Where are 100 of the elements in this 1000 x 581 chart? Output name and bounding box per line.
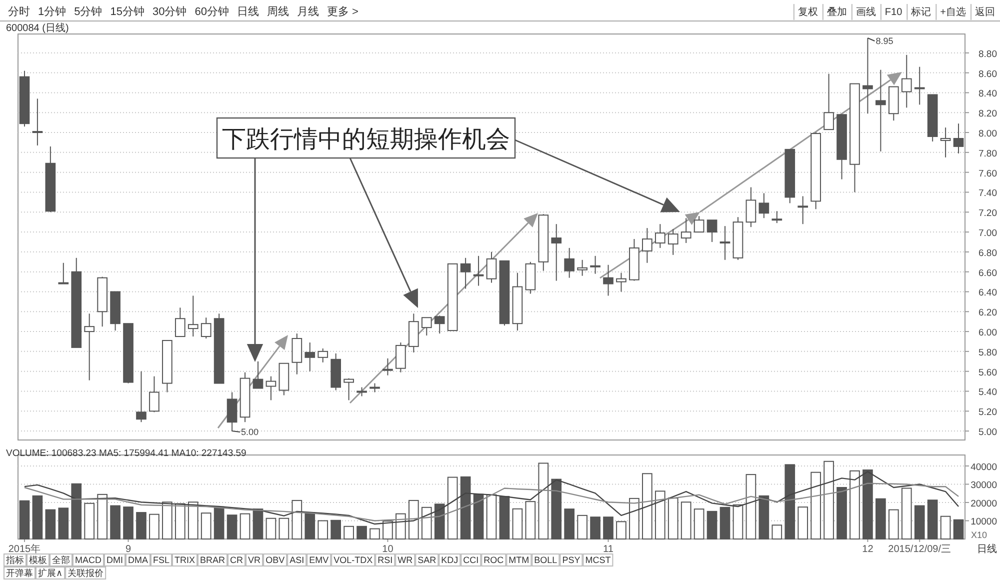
text: 周线 (267, 5, 289, 18)
bar (862, 469, 873, 540)
text: CR (230, 555, 244, 565)
candlestick (680, 218, 692, 244)
text: SAR (418, 555, 437, 565)
text: VOL-TDX (334, 555, 373, 565)
bar (720, 506, 730, 540)
bar (914, 505, 925, 540)
candlestick (226, 392, 238, 432)
text: ASI (290, 555, 304, 565)
text: MCST (585, 555, 612, 565)
bar (927, 500, 938, 540)
y-tick-label: 5.00 (978, 427, 997, 438)
bar (188, 502, 198, 540)
candlestick (252, 360, 264, 389)
y-tick-label: 8.00 (978, 128, 997, 140)
bar (668, 498, 678, 540)
candlestick (720, 226, 730, 260)
text: 全部 (52, 555, 70, 565)
text: 日线 (237, 5, 259, 18)
x-tick-label: 12 (862, 544, 874, 555)
text: DMA (128, 555, 148, 565)
bar (460, 476, 471, 540)
x-tick-label: 2015年 (8, 543, 41, 555)
text: 月线 (297, 5, 319, 18)
bar (512, 508, 523, 540)
y-tick-label: 6.60 (978, 268, 997, 279)
bar (356, 526, 367, 540)
x-tick-label: 11 (603, 544, 614, 555)
line-series (24, 482, 960, 522)
y-tick-label: 5.60 (978, 367, 997, 378)
candlestick (32, 98, 43, 146)
text: RSI (378, 555, 393, 565)
bar (564, 508, 575, 540)
bar (473, 494, 484, 540)
candlestick (876, 69, 886, 152)
candlestick (421, 317, 432, 336)
candlestick (266, 376, 276, 401)
candlestick (564, 247, 575, 278)
bar (200, 512, 212, 540)
y-tick-label: 6.00 (978, 328, 997, 339)
bar (226, 514, 238, 540)
chart-title: VOLUME: 100683.23 MA5: 175994.41 MA10: 227143.59 (6, 448, 246, 459)
bar (810, 472, 821, 540)
bar (97, 494, 108, 540)
bar (836, 487, 847, 540)
x-tick-label: 9 (125, 544, 132, 555)
candlestick (603, 264, 614, 296)
candlestick (772, 210, 782, 224)
candlestick (824, 73, 834, 130)
y-tick-label: 30000 (970, 480, 997, 492)
bar (499, 496, 510, 540)
candlestick (901, 54, 912, 108)
x-tick-label: 2015/12/09/三 (888, 544, 952, 555)
bar (71, 483, 82, 540)
bar (694, 508, 704, 540)
candlestick (174, 307, 186, 338)
text: CCI (463, 555, 479, 565)
bar (706, 510, 718, 540)
bar (940, 516, 951, 540)
text: EMV (309, 555, 329, 565)
candlestick (304, 342, 316, 372)
text: 指标 (5, 555, 24, 565)
line-series (24, 471, 960, 525)
candlestick (149, 376, 160, 413)
y-tick-label: 10000 (970, 516, 997, 528)
text: VR (248, 555, 262, 565)
y-tick-label: 20000 (970, 498, 997, 510)
bar (447, 476, 458, 540)
bar (642, 473, 652, 540)
bar (551, 478, 562, 540)
y-tick-label: 6.40 (978, 288, 997, 299)
candlestick (58, 262, 69, 284)
bar (953, 519, 964, 540)
bar (784, 464, 796, 540)
candlestick (460, 257, 471, 290)
text: PSY (562, 555, 580, 565)
bar (304, 512, 316, 540)
bar (654, 490, 666, 540)
bar (876, 498, 886, 540)
text: 开弹幕 (6, 568, 33, 578)
bar (746, 474, 756, 540)
candlestick (434, 315, 445, 334)
text: 5分钟 (74, 6, 102, 18)
bar (758, 495, 770, 540)
bar (162, 502, 172, 540)
text: F10 (884, 7, 903, 18)
bar (798, 506, 808, 540)
text: OBV (266, 555, 285, 565)
x-tick-label: 10 (382, 544, 394, 555)
candlestick (84, 313, 95, 381)
text: FSL (153, 555, 170, 565)
text: DMI (106, 555, 123, 565)
bar (45, 509, 56, 540)
bar (824, 460, 834, 540)
candlestick (577, 259, 588, 276)
candlestick (136, 370, 146, 423)
text: WR (398, 555, 414, 565)
bar (123, 506, 134, 540)
candlestick (551, 224, 562, 282)
